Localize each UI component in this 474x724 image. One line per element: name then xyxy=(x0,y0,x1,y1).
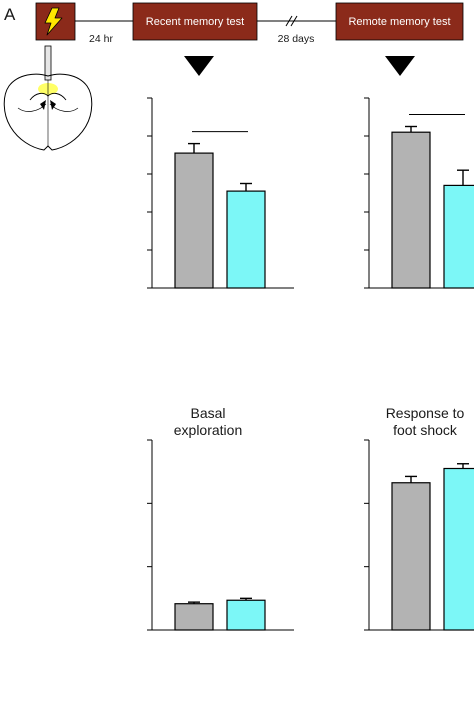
panel-c-freezing-remote xyxy=(364,97,474,289)
interval-24hr-label: 24 hr xyxy=(89,33,113,45)
interval-28days-label: 28 days xyxy=(278,33,315,45)
chart-title-line: foot shock xyxy=(393,422,458,438)
chart-title-line: exploration xyxy=(174,422,243,438)
ventricle-right xyxy=(50,100,56,110)
bar-enphr xyxy=(443,467,474,631)
bar-eyfp xyxy=(174,603,214,631)
panel-letter-a: A xyxy=(4,5,16,24)
axis-break-mark-right xyxy=(290,15,298,27)
panel-e-velocity-shock: Response to foot shock xyxy=(364,405,474,631)
panel-a: A 24 hr Recent memory test 28 days Remot… xyxy=(3,2,464,151)
recent-memory-label: Recent memory test xyxy=(146,16,244,28)
remote-memory-label: Remote memory test xyxy=(348,16,450,28)
bar-enphr xyxy=(226,599,266,631)
recent-memory-box xyxy=(132,2,258,41)
axis-break-mark-left xyxy=(285,15,293,27)
chart-title-line: Response to xyxy=(386,405,465,421)
bar-enphr xyxy=(443,184,474,289)
panel-b-freezing-recent xyxy=(147,97,294,289)
bar-eyfp xyxy=(174,152,214,289)
bar-eyfp xyxy=(391,482,431,631)
coronal-brain-section-icon xyxy=(3,45,93,151)
lightning-bolt-icon xyxy=(44,7,63,36)
panel-d-velocity-basal: Basal exploration xyxy=(147,405,294,631)
bar-enphr xyxy=(226,190,266,289)
chart-title: Response to foot shock xyxy=(386,405,465,438)
chart-title: Basal exploration xyxy=(174,405,243,438)
down-triangle-icon xyxy=(385,56,415,76)
chart-title-line: Basal xyxy=(190,405,225,421)
bar-eyfp xyxy=(391,131,431,289)
down-triangle-icon xyxy=(184,56,214,76)
remote-memory-box xyxy=(335,2,464,41)
ventricle-left xyxy=(40,100,46,110)
hippocampus-curve xyxy=(29,92,67,101)
